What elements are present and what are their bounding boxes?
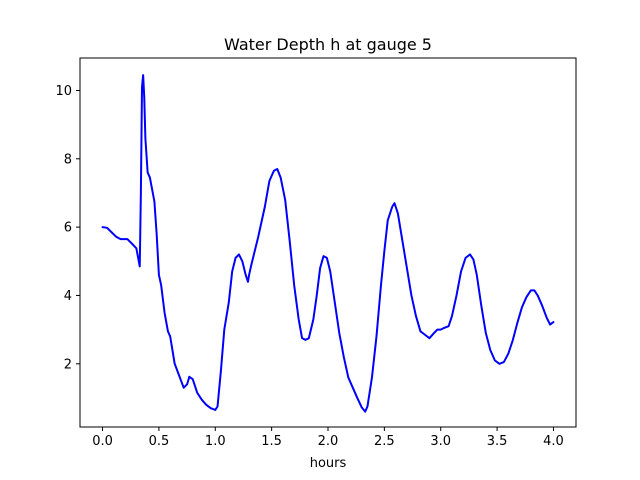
x-tick-label: 3.5: [487, 434, 508, 449]
x-tick-label: 4.0: [543, 434, 564, 449]
series-line: [101, 74, 555, 413]
y-tick-label: 10: [55, 84, 72, 99]
x-tick-label: 1.5: [261, 434, 282, 449]
x-tick-label: 0.5: [149, 434, 170, 449]
x-tick-label: 2.0: [318, 434, 339, 449]
x-axis-label: hours: [310, 456, 347, 471]
x-axis-ticks: 0.0 0.5 1.0 1.5 2.0 2.5 3.0 3.5 4.0: [92, 427, 564, 449]
y-tick-label: 8: [64, 152, 72, 167]
y-tick-label: 2: [64, 357, 72, 372]
y-axis-ticks: 2 4 6 8 10: [55, 84, 80, 372]
chart-title: Water Depth h at gauge 5: [224, 35, 432, 54]
x-tick-label: 1.0: [205, 434, 226, 449]
y-tick-label: 6: [64, 221, 72, 236]
x-tick-label: 0.0: [92, 434, 113, 449]
y-tick-label: 4: [64, 289, 72, 304]
x-tick-label: 3.0: [430, 434, 451, 449]
x-tick-label: 2.5: [374, 434, 395, 449]
